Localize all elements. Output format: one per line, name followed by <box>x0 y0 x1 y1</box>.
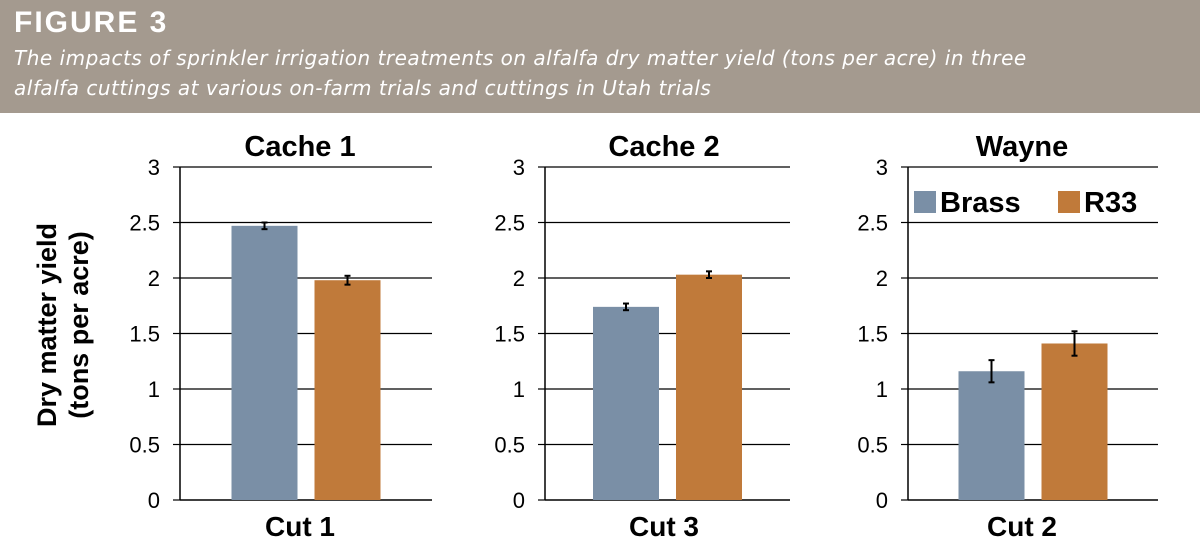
y-tick-label: 2 <box>513 266 525 291</box>
y-tick-label: 1.5 <box>857 322 888 347</box>
bar-r33 <box>1041 343 1108 500</box>
panel-title: Wayne <box>976 131 1068 163</box>
bar-brass <box>593 306 659 500</box>
bar-r33 <box>314 280 381 500</box>
y-tick-label: 0 <box>148 488 160 513</box>
y-tick-label: 3 <box>513 155 525 180</box>
legend-label-r33: R33 <box>1084 187 1137 219</box>
y-tick-label: 1.5 <box>129 322 160 347</box>
y-tick-label: 2.5 <box>129 211 160 236</box>
y-tick-label: 0.5 <box>129 433 160 458</box>
x-category-label: Cut 3 <box>629 511 699 542</box>
y-axis-label-line1: Dry matter yield <box>32 223 62 427</box>
legend-label-brass: Brass <box>940 187 1021 219</box>
y-tick-label: 2 <box>876 266 888 291</box>
y-tick-label: 3 <box>148 155 160 180</box>
figure-caption-line1: The impacts of sprinkler irrigation trea… <box>14 46 1027 70</box>
figure-banner: FIGURE 3 The impacts of sprinkler irriga… <box>0 0 1200 113</box>
y-tick-label: 2.5 <box>494 211 525 236</box>
figure-label: FIGURE 3 <box>14 6 169 39</box>
panel-title: Cache 1 <box>244 131 355 163</box>
y-tick-label: 0 <box>513 488 525 513</box>
bar-brass <box>231 225 298 500</box>
y-tick-label: 0.5 <box>857 433 888 458</box>
y-tick-label: 0 <box>876 488 888 513</box>
y-tick-label: 1 <box>148 377 160 402</box>
y-tick-label: 2 <box>148 266 160 291</box>
y-tick-label: 1 <box>513 377 525 402</box>
y-tick-label: 1.5 <box>494 322 525 347</box>
x-category-label: Cut 1 <box>265 511 335 542</box>
legend-swatch-brass <box>914 191 936 213</box>
y-tick-label: 2.5 <box>857 211 888 236</box>
bar-brass <box>958 371 1025 500</box>
figure-caption-line2: alfalfa cuttings at various on-farm tria… <box>14 76 712 100</box>
y-axis-label-line2: (tons per acre) <box>64 231 94 419</box>
panel-title: Cache 2 <box>608 131 719 163</box>
bar-r33 <box>676 274 742 500</box>
y-tick-label: 0.5 <box>494 433 525 458</box>
legend-swatch-r33 <box>1058 191 1080 213</box>
y-tick-label: 1 <box>876 377 888 402</box>
x-category-label: Cut 2 <box>987 511 1057 542</box>
y-tick-label: 3 <box>876 155 888 180</box>
